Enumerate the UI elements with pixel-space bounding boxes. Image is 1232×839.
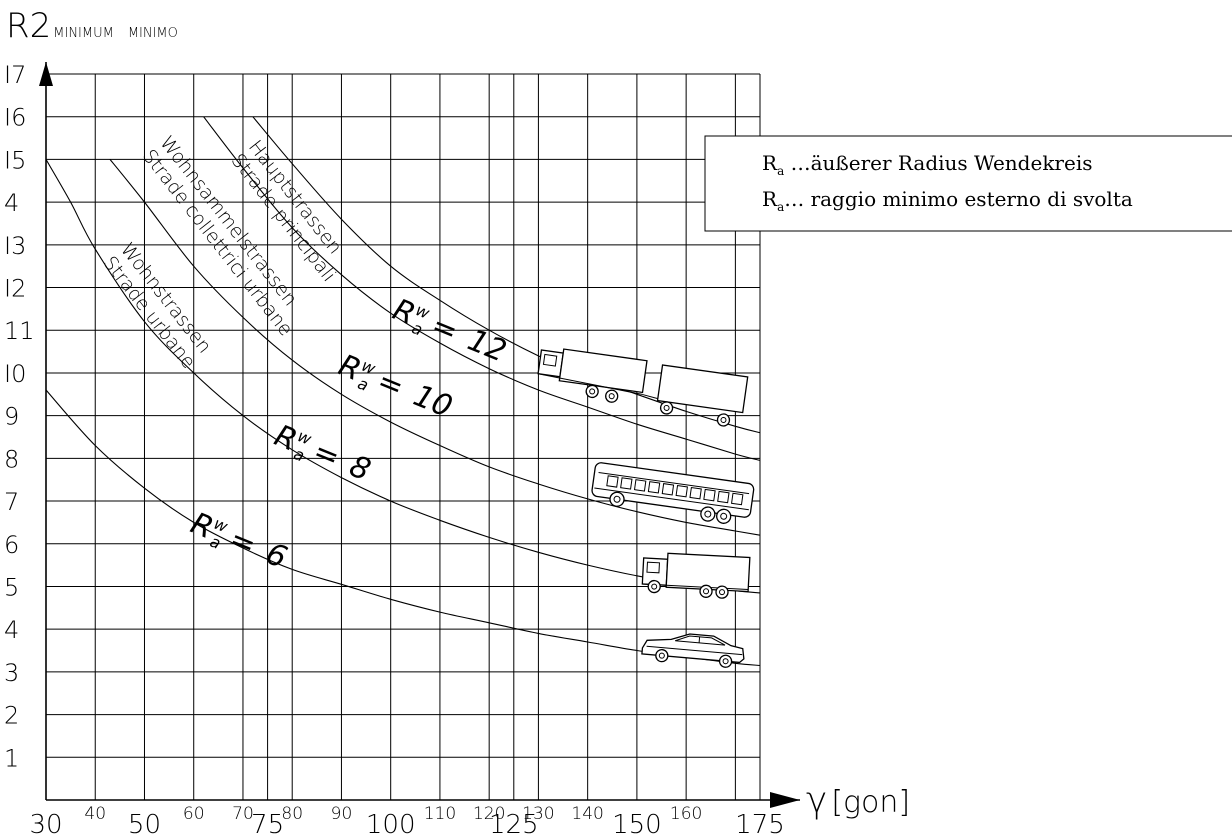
x-tick-label: 175 xyxy=(735,810,785,839)
x-tick-label-small: 110 xyxy=(424,804,456,824)
curve-label: Rwa=6 xyxy=(185,506,292,578)
x-tick-label-small: 70 xyxy=(232,804,254,824)
x-tick-label: 150 xyxy=(612,810,662,839)
y-axis-title: R2 MINIMUM MINIMO xyxy=(6,6,178,46)
y-tick-label: 7 xyxy=(4,488,19,516)
car-icon xyxy=(641,633,745,668)
curve-label: Rwa=8 xyxy=(269,418,376,490)
svg-text:Rwa=10: Rwa=10 xyxy=(333,348,457,427)
x-tick-label-small: 140 xyxy=(571,804,603,824)
legend-line-1: Ra …äußerer Radius Wendekreis xyxy=(762,151,1093,178)
axes xyxy=(39,62,800,808)
y-tick-label: 11 xyxy=(4,317,35,345)
grid xyxy=(46,73,761,800)
x-tick-label: 75 xyxy=(251,810,284,839)
y-tick-label: 2 xyxy=(4,702,19,730)
x-tick-label-small: 120 xyxy=(473,804,505,824)
y-axis-arrow-icon xyxy=(39,62,53,86)
svg-text:Rwa=6: Rwa=6 xyxy=(185,506,292,578)
tick-labels: 1 2 3 4 5 6 7 8 9 I0 11 I2 I3 4 I5 I6 I7 30 50 75 100 125 150 1… xyxy=(4,61,785,839)
truck-icon xyxy=(641,552,751,599)
x-tick-label-small: 130 xyxy=(522,804,554,824)
legend-box: Ra …äußerer Radius Wendekreis Ra… raggio… xyxy=(704,135,1232,232)
x-tick-label-small: 90 xyxy=(331,804,353,824)
curve-label: Rwa=10 xyxy=(333,348,458,427)
x-tick-label-small: 60 xyxy=(183,804,205,824)
x-axis-arrow-icon xyxy=(770,792,800,808)
y-tick-label: I0 xyxy=(4,360,26,388)
y-tick-label: I7 xyxy=(4,61,26,89)
y-tick-label: 3 xyxy=(4,659,19,687)
series-line xyxy=(109,159,761,536)
y-tick-label: 5 xyxy=(4,573,19,601)
y-tick-label: 8 xyxy=(4,445,19,473)
svg-text:Rwa=12: Rwa=12 xyxy=(387,292,511,371)
svg-text:Rwa=8: Rwa=8 xyxy=(269,418,376,490)
y-tick-label: 6 xyxy=(4,531,19,559)
x-tick-label: 100 xyxy=(366,810,416,839)
x-tick-label: 125 xyxy=(489,810,539,839)
x-tick-label-small: 80 xyxy=(281,804,303,824)
y-tick-label: I3 xyxy=(4,232,26,260)
x-tick-label-small: 160 xyxy=(670,804,702,824)
y-tick-label: 9 xyxy=(4,403,19,431)
curve-labels: Rwa=12Rwa=10Rwa=8Rwa=6HauptstrassenStrad… xyxy=(99,132,512,578)
x-tick-label-small: 40 xyxy=(84,804,106,824)
legend-line-2: Ra… raggio minimo esterno di svolta xyxy=(762,187,1133,214)
y-tick-label: 1 xyxy=(4,744,19,772)
y-tick-label: I6 xyxy=(4,104,26,132)
x-tick-label: 30 xyxy=(29,810,62,839)
series-line xyxy=(252,116,761,434)
y-tick-label: I2 xyxy=(4,275,26,303)
series-line xyxy=(45,389,761,667)
y-tick-label: 4 xyxy=(4,616,19,644)
series-line xyxy=(203,116,761,462)
y-tick-label: 4 xyxy=(4,189,19,217)
y-tick-label: I5 xyxy=(4,146,26,174)
x-tick-label: 50 xyxy=(128,810,161,839)
truck-trailer-icon xyxy=(537,348,749,427)
bus-icon xyxy=(591,462,755,524)
curve-label: Rwa=12 xyxy=(387,292,512,371)
x-axis-title: γ [gon] xyxy=(806,780,910,821)
